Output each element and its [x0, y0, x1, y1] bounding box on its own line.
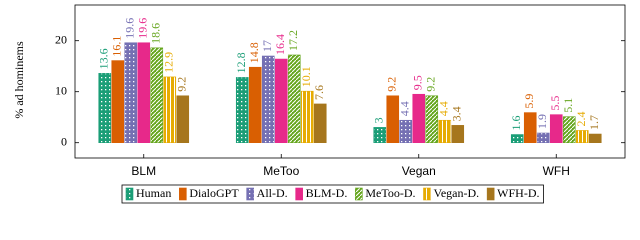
bar [562, 116, 576, 144]
value-label: 12.8 [234, 52, 248, 73]
legend-swatch [486, 187, 495, 201]
bar [412, 93, 426, 144]
bar [373, 127, 387, 144]
value-label: 4.4 [398, 101, 412, 116]
page: % ad hominems 0 10 20 BLM MeToo Vegan WFH 13.6 1… [11, 4, 626, 204]
legend-swatch [246, 187, 254, 201]
bar [451, 125, 465, 144]
bar [399, 119, 413, 144]
legend-label: All-D. [257, 186, 288, 200]
legend: Human DialoGPT All-D. BLM-D. MeToo-D. Vegan-D… [121, 184, 544, 204]
bar [150, 47, 164, 144]
value-label: 7.6 [312, 85, 326, 100]
bar [588, 133, 602, 143]
x-tick-label: Vegan [402, 164, 436, 178]
legend-label: WFH-D. [497, 186, 539, 200]
value-label: 18.6 [149, 23, 163, 44]
value-label: 10.1 [299, 66, 313, 87]
legend-swatch [125, 187, 134, 201]
value-label: 3 [372, 117, 386, 123]
value-label: 1.7 [587, 115, 601, 130]
legend-label: DialoGPT [189, 186, 239, 200]
y-tick-label: 0 [61, 134, 67, 148]
plot-frame [74, 4, 626, 159]
bar [523, 112, 537, 144]
legend-swatch [295, 187, 303, 201]
bar [510, 134, 524, 143]
value-label: 16.4 [273, 34, 287, 55]
value-label: 17 [260, 40, 274, 52]
value-label: 14.8 [247, 42, 261, 63]
bar [287, 54, 301, 144]
value-label: 9.2 [175, 77, 189, 92]
bar [313, 103, 327, 144]
x-tick-label: WFH [543, 164, 570, 178]
y-tick-label: 10 [55, 83, 67, 97]
value-label: 2.4 [574, 111, 588, 126]
bar [124, 42, 138, 144]
value-label: 1.9 [535, 114, 549, 129]
legend-swatch [355, 187, 363, 201]
bar [111, 60, 125, 144]
value-label: 9.2 [424, 77, 438, 92]
value-label: 16.1 [110, 36, 124, 57]
value-label: 13.6 [97, 48, 111, 69]
value-label: 5.1 [561, 98, 575, 113]
bar [163, 76, 177, 144]
legend-label: MeToo-D. [365, 186, 415, 200]
x-tick-label: BLM [131, 164, 156, 178]
legend-swatch [179, 187, 187, 201]
value-label: 19.6 [123, 18, 137, 39]
bar [549, 114, 563, 144]
bar [536, 132, 550, 143]
legend-label: Vegan-D. [434, 186, 480, 200]
value-label: 17.2 [286, 30, 300, 51]
x-tick-label: MeToo [263, 164, 299, 178]
bar [386, 95, 400, 143]
bar [300, 90, 314, 144]
legend-swatch [423, 187, 431, 201]
value-label: 9.2 [385, 77, 399, 92]
bar [425, 95, 439, 143]
value-label: 9.5 [411, 75, 425, 90]
legend-label: Human [136, 186, 171, 200]
value-label: 3.4 [450, 106, 464, 121]
value-label: 1.6 [509, 116, 523, 131]
legend-box [121, 184, 544, 204]
value-label: 12.9 [162, 52, 176, 73]
bar [235, 77, 249, 143]
bar [438, 119, 452, 144]
bar [261, 55, 275, 143]
y-tick-label: 20 [55, 32, 67, 46]
bar [98, 73, 112, 143]
value-label: 5.9 [522, 94, 536, 109]
value-label: 5.5 [548, 96, 562, 111]
bar [274, 58, 288, 144]
legend-label: BLM-D. [306, 186, 348, 200]
bar [575, 130, 589, 144]
bar [248, 66, 262, 144]
bar [137, 42, 151, 144]
value-label: 4.4 [437, 101, 451, 116]
y-axis-label: % ad hominems [12, 41, 26, 119]
value-label: 19.6 [136, 18, 150, 39]
bar [176, 95, 190, 143]
